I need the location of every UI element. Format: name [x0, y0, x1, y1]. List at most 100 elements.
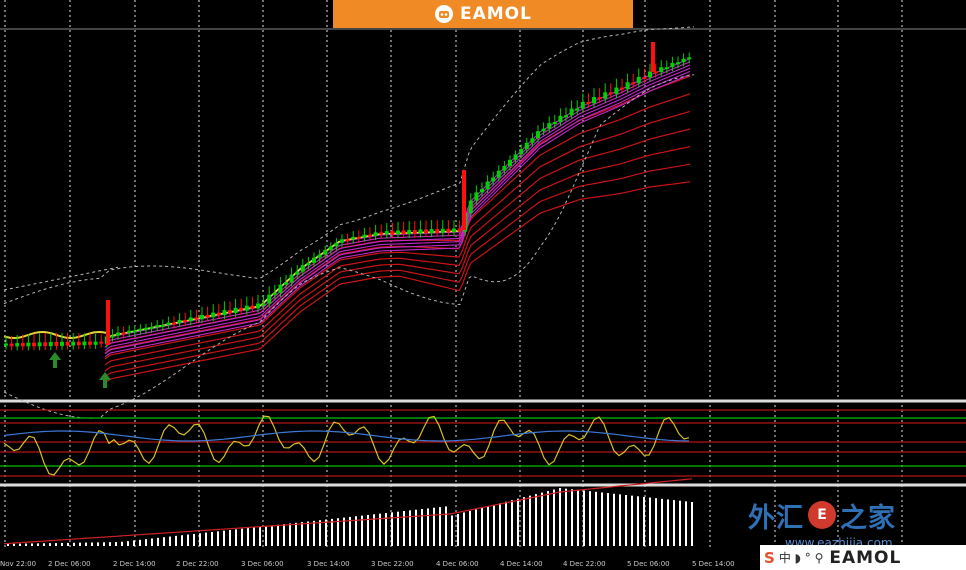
- candle-body: [597, 97, 602, 100]
- histogram-bar: [667, 499, 669, 546]
- histogram-bar: [295, 522, 297, 546]
- candle-body: [648, 71, 652, 78]
- candle-body: [418, 229, 423, 234]
- histogram-bar: [673, 500, 675, 546]
- candle-body: [284, 282, 288, 285]
- candle-body: [272, 292, 277, 295]
- candle-body: [642, 76, 647, 79]
- histogram-bar: [127, 541, 129, 546]
- candle-body: [149, 326, 154, 329]
- histogram-bar: [469, 510, 471, 546]
- candle-body: [306, 262, 311, 266]
- candle-body: [166, 322, 171, 326]
- slow-ma-line: [104, 93, 691, 354]
- candle-body: [172, 322, 176, 325]
- histogram-bar: [145, 539, 147, 546]
- ime-logo[interactable]: S: [764, 548, 775, 567]
- candle-body: [211, 312, 216, 318]
- histogram-bar: [589, 491, 591, 546]
- candle-body: [222, 310, 227, 316]
- candle-body: [93, 341, 98, 345]
- candle-body: [317, 254, 322, 258]
- histogram-bar: [349, 516, 351, 546]
- candle-body: [194, 317, 199, 320]
- histogram-bar: [19, 543, 21, 546]
- histogram-bar: [535, 494, 537, 546]
- middle-band: [3, 266, 119, 291]
- histogram-bar: [511, 500, 513, 546]
- histogram-bar: [571, 489, 573, 546]
- candle-body: [278, 284, 283, 293]
- watermark-logo: 外汇 E 之家: [748, 495, 960, 535]
- histogram-bar: [91, 542, 93, 546]
- histogram-bar: [307, 521, 309, 546]
- candle-body: [267, 294, 272, 304]
- histogram-bar: [643, 496, 645, 546]
- ime-tray[interactable]: 中 ◗ ° ⚲: [778, 551, 824, 565]
- histogram-bar: [223, 530, 225, 546]
- histogram-bar: [355, 516, 357, 546]
- histogram-bar: [655, 498, 657, 546]
- time-axis-label: 5 Dec 06:00: [627, 560, 670, 568]
- histogram-bar: [121, 541, 123, 546]
- candle-body: [328, 246, 333, 251]
- histogram-bar: [481, 507, 483, 546]
- histogram-bar: [505, 501, 507, 546]
- time-axis-label: 3 Dec 22:00: [371, 560, 414, 568]
- candle-body: [429, 229, 434, 234]
- candle-body: [519, 149, 524, 155]
- histogram-bar: [271, 525, 273, 546]
- histogram-bar: [25, 543, 27, 546]
- histogram-bar: [85, 542, 87, 546]
- histogram-bar: [445, 506, 447, 546]
- candle-body: [524, 142, 529, 150]
- histogram-bar: [289, 523, 291, 546]
- histogram-bar: [265, 526, 267, 546]
- histogram-bar: [217, 531, 219, 546]
- histogram-bar: [391, 512, 393, 546]
- candle-body: [687, 57, 692, 60]
- candle-body: [183, 319, 188, 322]
- brand-name: EAMOL: [460, 4, 532, 24]
- candle-body: [48, 342, 53, 347]
- candle-body: [569, 108, 574, 116]
- candle-body: [132, 330, 137, 333]
- histogram-bar: [403, 511, 405, 546]
- time-axis-label: 2 Dec 06:00: [48, 560, 91, 568]
- histogram-bar: [451, 515, 453, 546]
- candle-body: [37, 342, 42, 347]
- candle-body: [452, 228, 456, 233]
- candle-body: [508, 159, 512, 166]
- candle-body: [496, 170, 501, 178]
- histogram-bar: [61, 542, 63, 546]
- histogram-bar: [241, 528, 243, 546]
- candle-body: [261, 303, 266, 306]
- histogram-bar: [439, 507, 441, 546]
- candle-body: [373, 232, 378, 237]
- candle-body: [228, 310, 232, 313]
- histogram-bar: [601, 492, 603, 546]
- candle-body: [513, 154, 518, 160]
- histogram-signal-line: [3, 478, 693, 545]
- candle-body: [356, 236, 361, 239]
- candle-body: [362, 234, 367, 238]
- histogram-bar: [421, 509, 423, 546]
- slow-ma-line: [104, 146, 691, 372]
- candle-body: [681, 58, 686, 63]
- histogram-bar: [199, 533, 201, 546]
- candle-body: [625, 82, 630, 89]
- histogram-bar: [385, 512, 387, 546]
- candle-body: [160, 325, 165, 328]
- candle-body: [558, 115, 563, 123]
- candle-body: [144, 327, 148, 330]
- histogram-bar: [169, 536, 171, 546]
- histogram-bar: [103, 542, 105, 546]
- histogram-bar: [427, 508, 429, 546]
- short-ma-line: [3, 330, 107, 340]
- candle-body: [412, 229, 417, 234]
- histogram-bar: [193, 533, 195, 546]
- chart-grid: [0, 0, 966, 548]
- time-axis-label: 3 Dec 14:00: [307, 560, 350, 568]
- candle-body: [620, 87, 624, 90]
